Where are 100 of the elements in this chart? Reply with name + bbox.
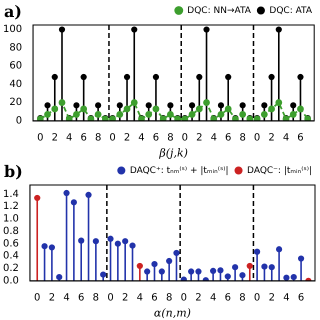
point — [210, 268, 216, 274]
x-tick-label: 2 — [196, 132, 202, 144]
x-tick-label: 4 — [66, 132, 72, 144]
point — [146, 102, 152, 108]
point — [260, 111, 268, 118]
point — [203, 99, 210, 106]
y-tick-label: 0.8 — [2, 226, 19, 237]
y-tick-label: 0 — [16, 115, 22, 126]
y-tick-label: 0.6 — [2, 238, 19, 250]
x-tick-label: 0 — [182, 132, 188, 144]
point — [203, 26, 210, 33]
point — [268, 106, 275, 112]
point — [130, 99, 138, 106]
point — [34, 194, 40, 202]
x-tick-label: 0 — [37, 132, 44, 144]
legend-label: DQC: ATA — [269, 6, 313, 16]
point — [63, 190, 70, 196]
point — [100, 272, 106, 278]
point — [158, 268, 165, 275]
point — [217, 267, 224, 274]
y-tick-label: 100 — [2, 24, 22, 36]
point — [129, 242, 136, 249]
point — [224, 106, 232, 112]
point — [144, 268, 150, 275]
x-tick-label: 8 — [166, 292, 172, 304]
x-tick-label: 4 — [136, 292, 144, 304]
point — [268, 264, 275, 270]
point — [290, 111, 297, 118]
x-tick-label: 6 — [78, 292, 84, 304]
y-tick-label: 0.0 — [2, 275, 19, 286]
point — [44, 111, 51, 118]
point — [48, 244, 55, 251]
point — [80, 106, 88, 112]
y-tick-label: 1.2 — [2, 201, 19, 212]
point — [166, 258, 172, 264]
x-tick-label: 6 — [297, 132, 304, 144]
point — [166, 111, 174, 118]
x-tick-label: 0 — [254, 132, 260, 144]
x-tick-label: 6 — [224, 292, 231, 304]
point — [254, 248, 260, 255]
point — [78, 238, 84, 244]
y-tick-label: 0.2 — [2, 263, 19, 274]
y-tick-label: 40 — [9, 78, 22, 90]
point — [290, 102, 296, 108]
x-tick-label: 0 — [109, 132, 116, 144]
point — [188, 111, 196, 118]
y-tick-label: 1.0 — [2, 214, 19, 225]
point — [73, 111, 80, 118]
x-tick-label: 8 — [239, 132, 246, 144]
point — [275, 99, 282, 106]
x-tick-label: 8 — [92, 292, 100, 304]
point — [239, 111, 246, 118]
point — [95, 102, 102, 108]
x-tick-label: 6 — [152, 132, 160, 144]
x-tick-label: 2 — [268, 292, 275, 304]
x-tick-label: 2 — [195, 292, 202, 304]
point — [70, 199, 77, 206]
point — [124, 74, 130, 80]
x-tick-label: 4 — [283, 292, 290, 304]
x-tick-label: 0 — [34, 292, 40, 304]
point — [218, 111, 224, 118]
point — [224, 273, 231, 280]
point — [167, 102, 174, 108]
x-tick-label: 4 — [63, 292, 70, 304]
point — [92, 238, 99, 244]
point — [188, 268, 194, 275]
point — [85, 192, 92, 198]
point — [152, 74, 160, 80]
point — [52, 74, 58, 80]
point — [73, 102, 80, 108]
x-tick-label: 6 — [298, 292, 304, 304]
point — [151, 261, 158, 268]
point — [124, 106, 130, 112]
y-tick-label: 20 — [9, 97, 22, 108]
point — [276, 26, 282, 33]
point — [218, 102, 224, 108]
x-tick-label: 2 — [52, 132, 58, 144]
point — [94, 111, 102, 118]
x-tick-label: 0 — [254, 292, 260, 304]
point — [114, 240, 121, 247]
point — [268, 74, 275, 80]
x-tick-label: 4 — [282, 132, 290, 144]
x-tick-label: 4 — [210, 292, 216, 304]
y-tick-label: 60 — [9, 60, 22, 72]
point — [195, 268, 202, 275]
point — [44, 102, 51, 108]
x-tick-label: 4 — [210, 132, 217, 144]
point — [116, 102, 123, 108]
point — [196, 74, 202, 80]
point — [290, 274, 297, 280]
y-tick-label: 80 — [9, 42, 22, 54]
y-tick-label: 1.4 — [2, 188, 19, 200]
x-axis-title: α(n,m) — [154, 306, 191, 320]
point — [240, 102, 246, 108]
point — [188, 102, 196, 108]
x-tick-label: 6 — [151, 292, 158, 304]
point — [116, 111, 124, 118]
point — [122, 238, 128, 244]
point — [261, 263, 268, 270]
x-axis-title: β(j,k) — [158, 146, 188, 160]
